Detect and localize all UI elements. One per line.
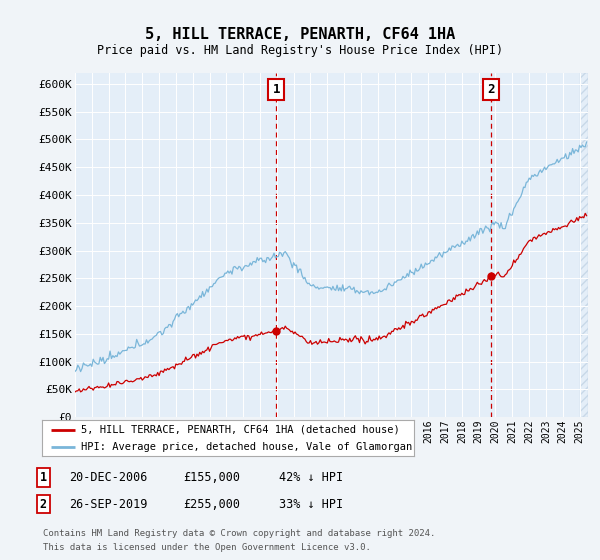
Text: 33% ↓ HPI: 33% ↓ HPI xyxy=(279,497,343,511)
Text: Contains HM Land Registry data © Crown copyright and database right 2024.: Contains HM Land Registry data © Crown c… xyxy=(43,529,436,538)
Text: 5, HILL TERRACE, PENARTH, CF64 1HA: 5, HILL TERRACE, PENARTH, CF64 1HA xyxy=(145,27,455,42)
Text: £155,000: £155,000 xyxy=(183,470,240,484)
Text: 20-DEC-2006: 20-DEC-2006 xyxy=(69,470,148,484)
Text: 2: 2 xyxy=(487,83,495,96)
Text: This data is licensed under the Open Government Licence v3.0.: This data is licensed under the Open Gov… xyxy=(43,543,371,552)
Text: HPI: Average price, detached house, Vale of Glamorgan: HPI: Average price, detached house, Vale… xyxy=(81,442,412,451)
Text: 42% ↓ HPI: 42% ↓ HPI xyxy=(279,470,343,484)
Text: 5, HILL TERRACE, PENARTH, CF64 1HA (detached house): 5, HILL TERRACE, PENARTH, CF64 1HA (deta… xyxy=(81,425,400,435)
Polygon shape xyxy=(580,73,588,417)
Text: 26-SEP-2019: 26-SEP-2019 xyxy=(69,497,148,511)
Text: £255,000: £255,000 xyxy=(183,497,240,511)
Text: 1: 1 xyxy=(272,83,280,96)
Text: 1: 1 xyxy=(40,470,47,484)
Text: Price paid vs. HM Land Registry's House Price Index (HPI): Price paid vs. HM Land Registry's House … xyxy=(97,44,503,57)
Text: 2: 2 xyxy=(40,497,47,511)
